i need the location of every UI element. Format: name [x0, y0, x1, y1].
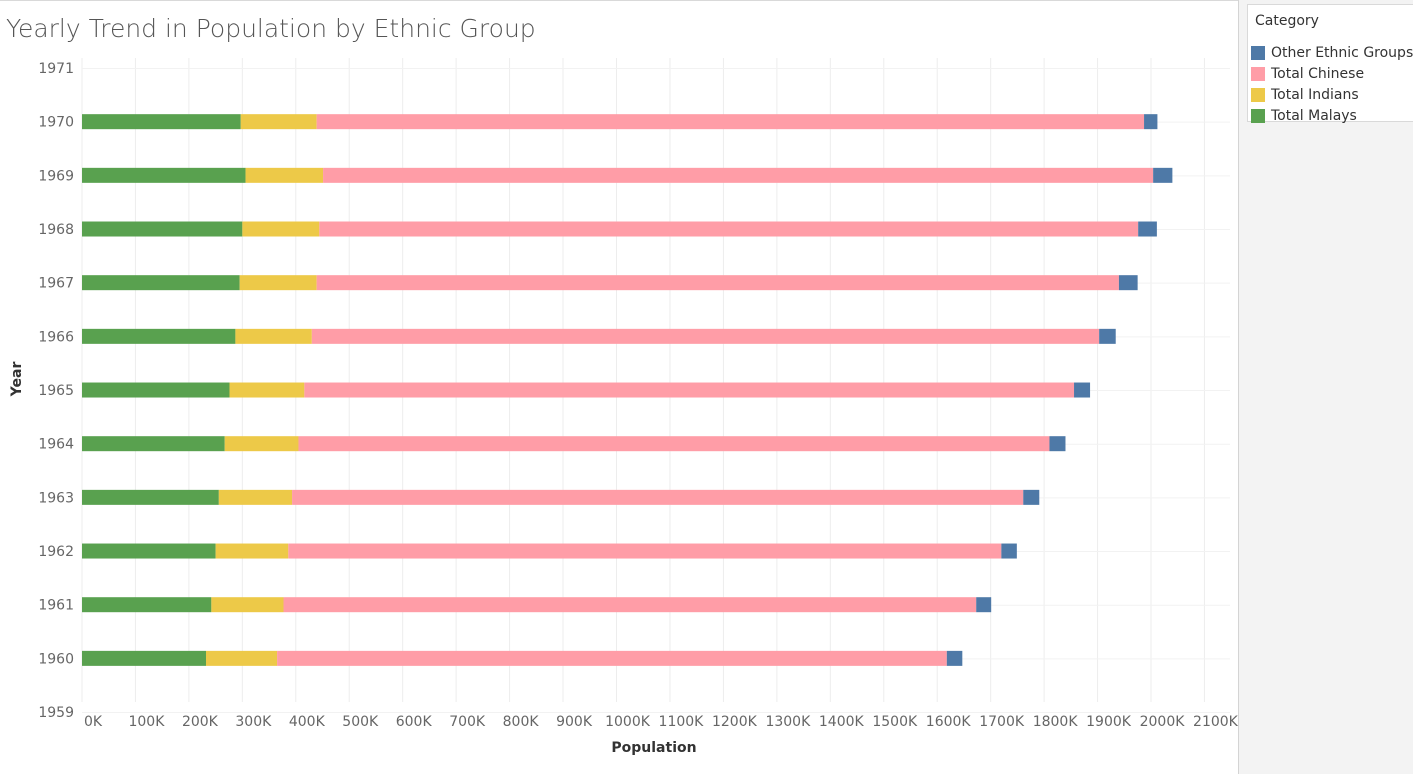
bar-total-indians-1960	[206, 650, 278, 666]
x-tick-label: 800K	[503, 714, 540, 730]
legend-swatch-chinese	[1251, 67, 1265, 81]
x-tick-label: 1800K	[1033, 714, 1079, 730]
side-panel: Category Other Ethnic Groups Total Chine…	[1238, 0, 1413, 774]
bar-total-chinese-1960	[277, 650, 947, 666]
legend-swatch-malays	[1251, 109, 1265, 123]
legend-item-total-malays[interactable]: Total Malays	[1251, 107, 1357, 125]
bar-total-chinese-1970	[316, 114, 1145, 130]
y-tick-label: 1964	[38, 437, 74, 453]
bar-total-indians-1965	[229, 382, 305, 398]
x-tick-label: 100K	[128, 714, 165, 730]
x-tick-label: 1000K	[605, 714, 651, 730]
y-tick-label: 1966	[38, 329, 74, 345]
x-tick-label: 900K	[556, 714, 593, 730]
chart-area	[0, 0, 1238, 1]
x-tick-label: 200K	[182, 714, 219, 730]
x-tick-label: 1500K	[872, 714, 918, 730]
legend-title: Category	[1255, 13, 1319, 29]
y-axis-title: Year	[9, 362, 25, 398]
y-tick-label: 1961	[38, 598, 74, 614]
bar-total-malays-1960	[82, 650, 207, 666]
bar-total-indians-1970	[240, 114, 317, 130]
bar-total-chinese-1964	[298, 436, 1050, 452]
bar-total-indians-1963	[218, 489, 293, 505]
x-tick-label: 1600K	[926, 714, 972, 730]
legend-label: Total Malays	[1271, 108, 1357, 124]
bar-total-indians-1969	[245, 167, 324, 183]
bar-total-indians-1964	[224, 436, 299, 452]
x-tick-label: 2000K	[1140, 714, 1186, 730]
bar-other-ethnic-groups-1965	[1074, 382, 1091, 398]
bar-other-ethnic-groups-1963	[1023, 489, 1040, 505]
x-tick-label: 500K	[342, 714, 379, 730]
y-tick-label: 1967	[38, 276, 74, 292]
bar-total-indians-1962	[215, 543, 289, 559]
bar-total-chinese-1969	[323, 167, 1154, 183]
bar-other-ethnic-groups-1961	[976, 597, 992, 613]
x-tick-label: 1900K	[1086, 714, 1132, 730]
x-tick-label: 400K	[289, 714, 326, 730]
bar-total-indians-1966	[235, 328, 312, 344]
bar-total-chinese-1968	[319, 221, 1139, 237]
legend-swatch-indians	[1251, 88, 1265, 102]
x-tick-label: 1700K	[979, 714, 1025, 730]
bar-total-malays-1969	[82, 167, 246, 183]
x-tick-label: 2100K	[1193, 714, 1238, 730]
bar-other-ethnic-groups-1969	[1153, 167, 1173, 183]
chart-title: Yearly Trend in Population by Ethnic Gro…	[6, 14, 536, 43]
bar-total-malays-1970	[82, 114, 241, 130]
bar-total-malays-1962	[82, 543, 216, 559]
y-tick-label: 1971	[38, 61, 74, 77]
x-axis-title: Population	[611, 740, 696, 756]
y-tick-label: 1962	[38, 544, 74, 560]
y-tick-label: 1963	[38, 490, 74, 506]
bar-total-indians-1961	[211, 597, 284, 613]
bar-total-malays-1968	[82, 221, 243, 237]
y-tick-label: 1968	[38, 222, 74, 238]
legend-item-other-ethnic-groups[interactable]: Other Ethnic Groups	[1251, 44, 1413, 62]
bar-other-ethnic-groups-1970	[1144, 114, 1158, 130]
y-tick-label: 1965	[38, 383, 74, 399]
bar-total-malays-1967	[82, 275, 240, 291]
bar-total-chinese-1966	[311, 328, 1100, 344]
legend-swatch-other	[1251, 46, 1265, 60]
bar-total-malays-1963	[82, 489, 219, 505]
legend-label: Total Indians	[1271, 87, 1359, 103]
bar-other-ethnic-groups-1966	[1099, 328, 1116, 344]
bar-other-ethnic-groups-1960	[946, 650, 963, 666]
y-tick-label: 1970	[38, 115, 74, 131]
legend-item-total-indians[interactable]: Total Indians	[1251, 86, 1359, 104]
bar-total-chinese-1962	[288, 543, 1002, 559]
x-tick-label: 300K	[235, 714, 272, 730]
x-tick-label: 1400K	[819, 714, 865, 730]
y-tick-label: 1969	[38, 168, 74, 184]
bar-total-indians-1967	[239, 275, 317, 291]
bar-other-ethnic-groups-1964	[1049, 436, 1066, 452]
x-tick-label: 1300K	[765, 714, 811, 730]
bar-other-ethnic-groups-1968	[1138, 221, 1157, 237]
bar-other-ethnic-groups-1962	[1001, 543, 1017, 559]
x-tick-label: 1100K	[659, 714, 705, 730]
x-tick-label: 0K	[84, 714, 103, 730]
legend[interactable]: Category Other Ethnic Groups Total Chine…	[1247, 4, 1413, 125]
bar-total-malays-1964	[82, 436, 225, 452]
bar-total-chinese-1967	[316, 275, 1119, 291]
bar-total-chinese-1963	[292, 489, 1024, 505]
chart-svg: 0K 100K 200K 300K 400K 500K 600K 700K 800K 900K 10…	[9, 58, 1238, 756]
legend-item-total-chinese[interactable]: Total Chinese	[1251, 65, 1364, 83]
x-tick-label: 1200K	[712, 714, 758, 730]
bar-other-ethnic-groups-1967	[1118, 275, 1138, 291]
y-tick-label: 1959	[38, 705, 74, 721]
bar-total-indians-1968	[242, 221, 320, 237]
bar-total-chinese-1961	[283, 597, 977, 613]
bar-total-chinese-1965	[304, 382, 1075, 398]
bar-total-malays-1965	[82, 382, 230, 398]
y-tick-label: 1960	[38, 651, 74, 667]
x-tick-label: 600K	[396, 714, 433, 730]
bar-total-malays-1961	[82, 597, 212, 613]
legend-label: Other Ethnic Groups	[1271, 45, 1413, 61]
x-tick-label: 700K	[449, 714, 486, 730]
bar-total-malays-1966	[82, 328, 236, 344]
legend-label: Total Chinese	[1271, 66, 1365, 82]
